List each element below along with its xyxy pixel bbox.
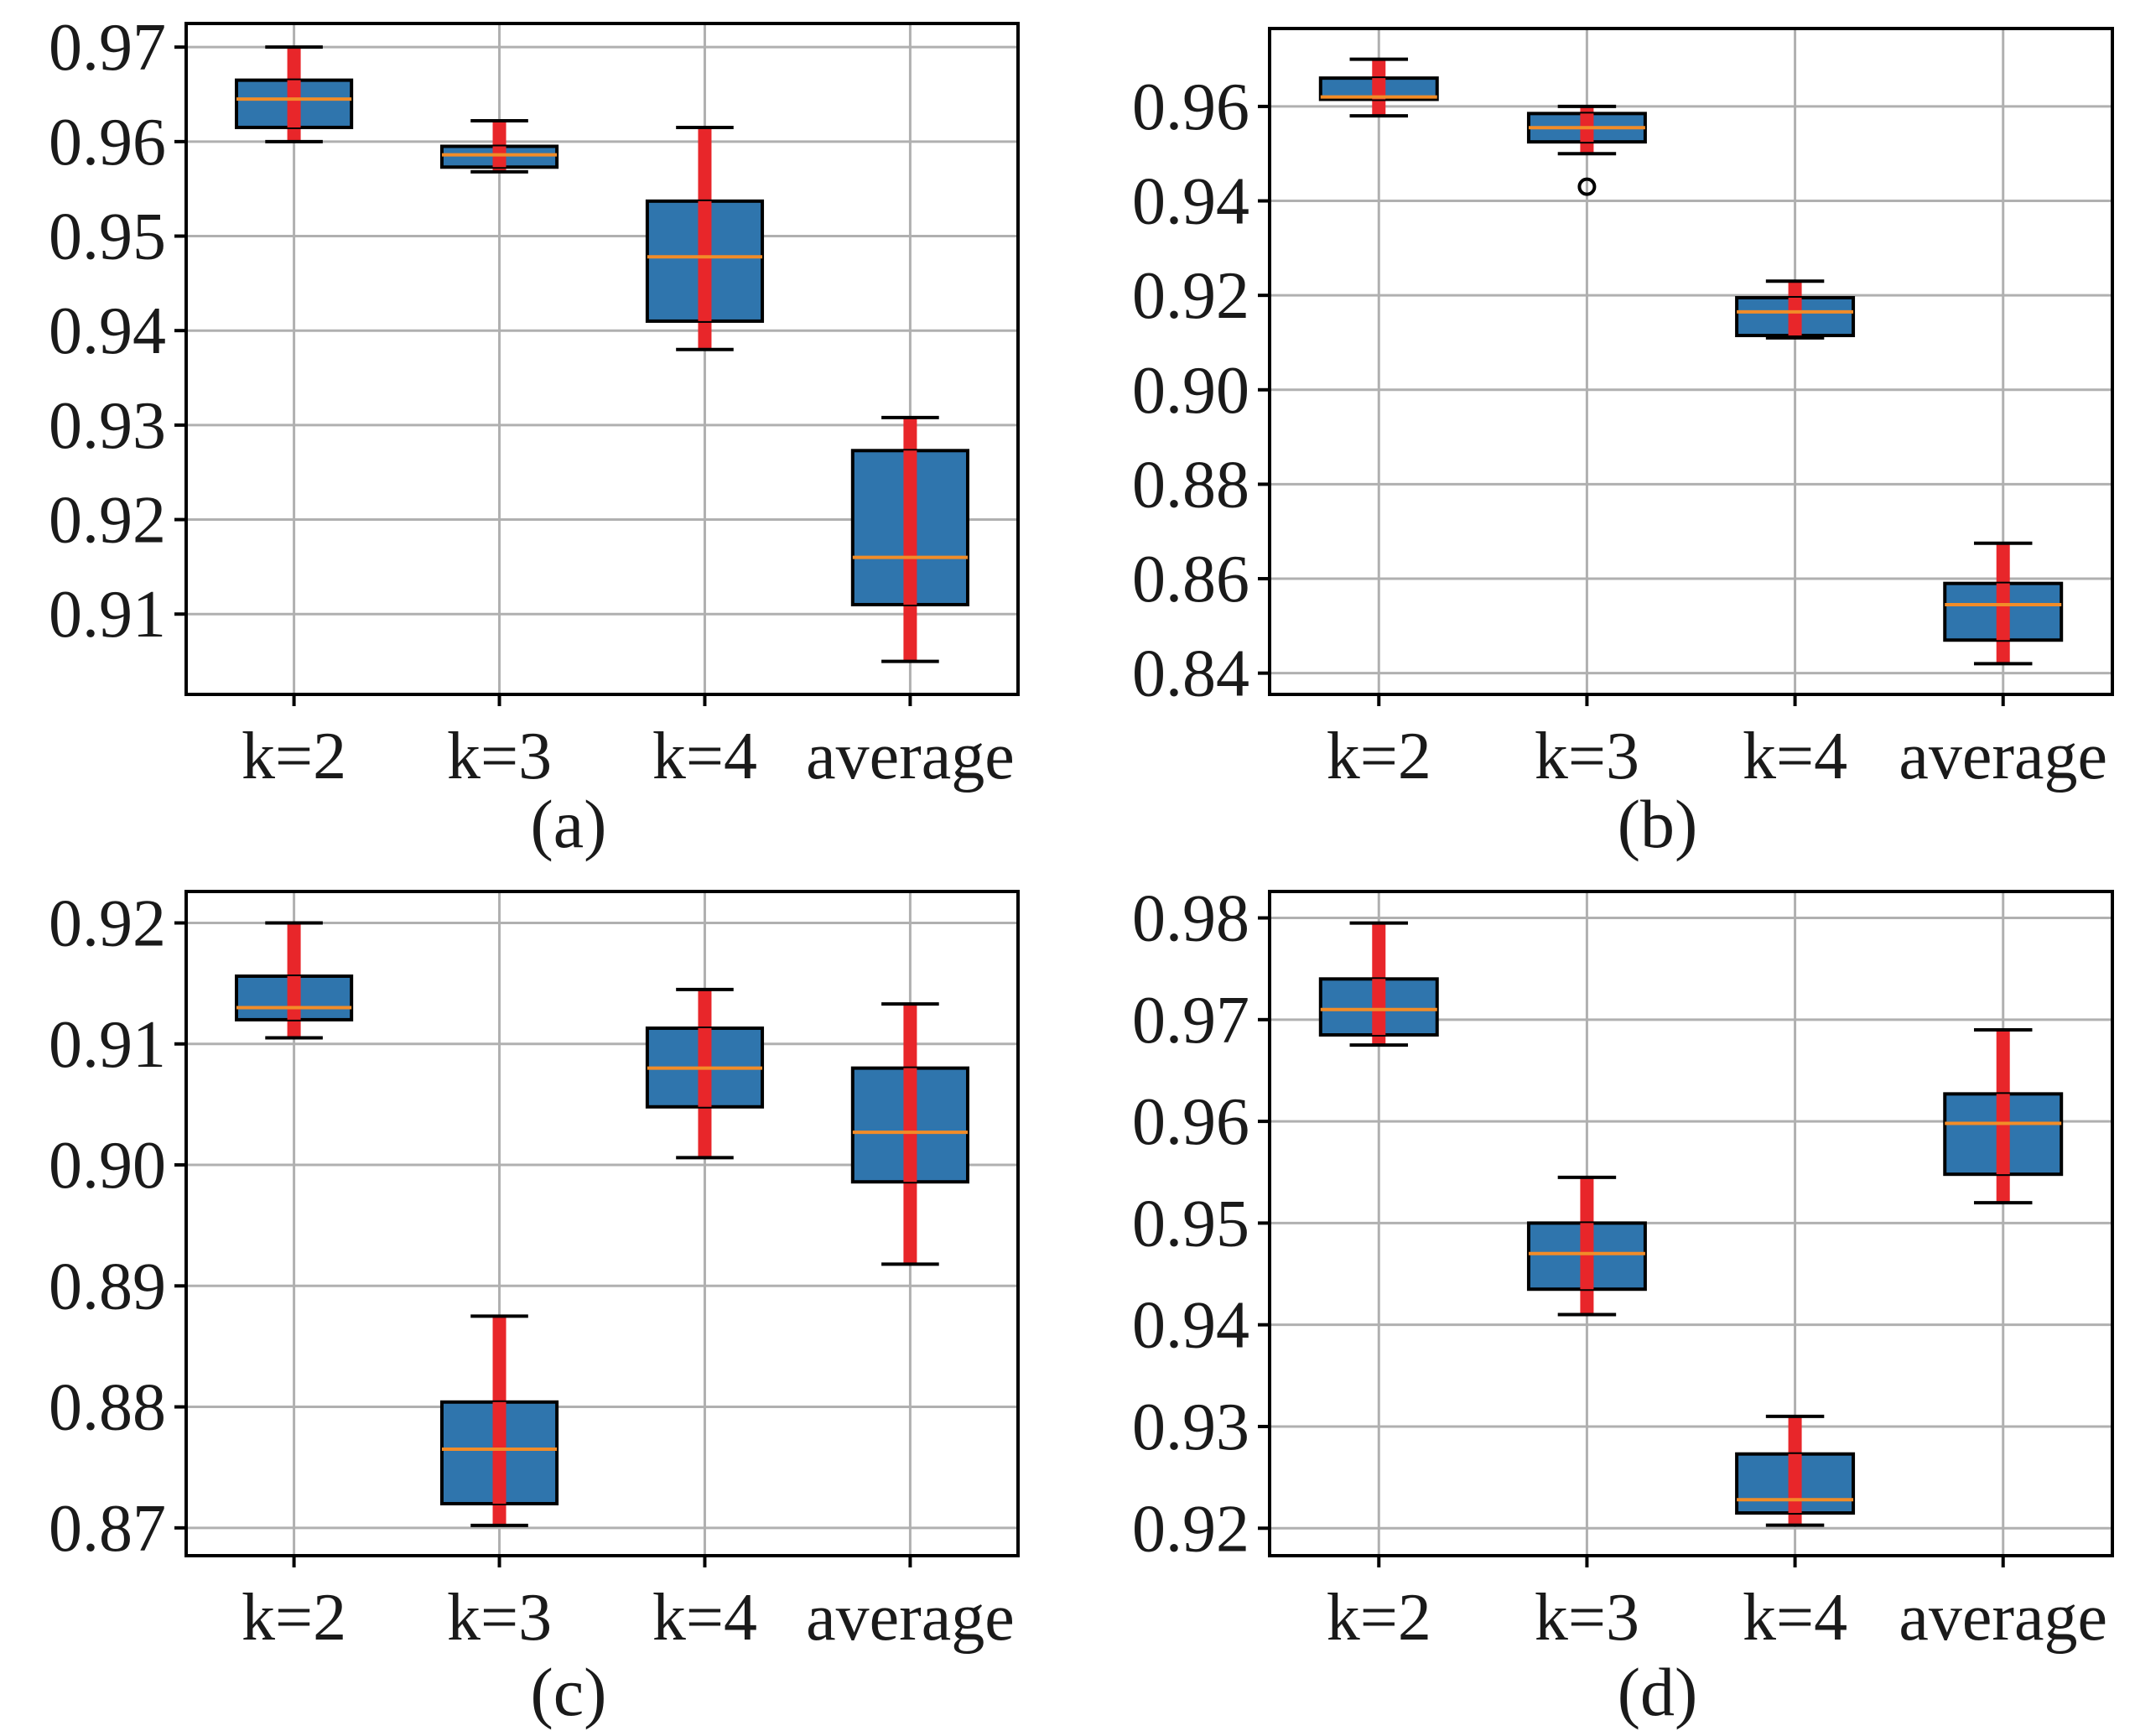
x-tick-label: k=3 — [1535, 720, 1639, 793]
x-tick-label: average — [1899, 1581, 2107, 1655]
y-tick-label: 0.88 — [49, 1371, 166, 1445]
y-tick-label: 0.86 — [1132, 543, 1249, 616]
y-tick-label: 0.87 — [49, 1492, 166, 1566]
panel-caption: (a) — [530, 786, 606, 862]
y-tick-label: 0.97 — [1132, 984, 1249, 1058]
y-tick-label: 0.91 — [49, 578, 166, 652]
x-tick-label: k=2 — [1327, 720, 1431, 793]
y-tick-label: 0.90 — [49, 1129, 166, 1203]
y-tick-label: 0.96 — [49, 106, 166, 179]
x-tick-label: k=3 — [447, 1581, 552, 1655]
y-tick-label: 0.92 — [1132, 1492, 1249, 1566]
panel-b: 0.96 0.94 0.92 0.90 0.88 0.86 0.84 k=2 k=3 k=4 ave… — [1132, 27, 2114, 862]
panel-caption: (c) — [530, 1654, 606, 1730]
x-tick-label: average — [806, 1581, 1015, 1655]
y-tick-label: 0.94 — [1132, 165, 1249, 239]
y-tick-label: 0.88 — [1132, 448, 1249, 522]
panel-caption: (b) — [1618, 786, 1698, 862]
x-tick-label: average — [806, 720, 1015, 793]
y-tick-label: 0.89 — [49, 1250, 166, 1323]
panel-c: 0.92 0.91 0.90 0.89 0.88 0.87 k=2 k=3 k=4 average… — [49, 887, 1020, 1730]
y-tick-label: 0.95 — [49, 200, 166, 274]
axes-frame — [184, 890, 1020, 1557]
y-tick-label: 0.96 — [1132, 1085, 1249, 1159]
y-tick-label: 0.97 — [49, 11, 166, 85]
y-tick-label: 0.92 — [1132, 259, 1249, 333]
x-tick-label: k=3 — [447, 720, 552, 793]
y-tick-label: 0.95 — [1132, 1187, 1249, 1260]
x-tick-label: k=2 — [242, 1581, 346, 1655]
outlier-point — [1577, 177, 1597, 196]
y-tick-label: 0.92 — [49, 887, 166, 961]
y-tick-label: 0.84 — [1132, 637, 1249, 711]
x-tick-label: k=4 — [1743, 720, 1847, 793]
panel-a: 0.97 0.96 0.95 0.94 0.93 0.92 0.91 k=2 k=3 k=4 ave… — [49, 11, 1020, 862]
x-tick-label: k=2 — [1327, 1581, 1431, 1655]
y-tick-label: 0.98 — [1132, 882, 1249, 956]
y-tick-label: 0.91 — [49, 1008, 166, 1082]
y-tick-label: 0.93 — [1132, 1390, 1249, 1464]
panel-caption: (d) — [1618, 1654, 1698, 1730]
x-tick-label: k=2 — [242, 720, 346, 793]
y-tick-label: 0.90 — [1132, 354, 1249, 428]
x-tick-label: k=3 — [1535, 1581, 1639, 1655]
x-tick-label: average — [1899, 720, 2107, 793]
y-tick-label: 0.96 — [1132, 70, 1249, 144]
panel-d: 0.98 0.97 0.96 0.95 0.94 0.93 0.92 k=2 k=3 k=4 ave… — [1132, 882, 2114, 1730]
axes-frame — [184, 22, 1020, 696]
y-tick-label: 0.94 — [49, 294, 166, 368]
x-tick-label: k=4 — [652, 720, 757, 793]
x-tick-label: k=4 — [1743, 1581, 1847, 1655]
axes-frame — [1268, 27, 2114, 696]
y-tick-label: 0.93 — [49, 389, 166, 463]
x-tick-label: k=4 — [652, 1581, 757, 1655]
y-tick-label: 0.92 — [49, 484, 166, 558]
y-tick-label: 0.94 — [1132, 1289, 1249, 1363]
